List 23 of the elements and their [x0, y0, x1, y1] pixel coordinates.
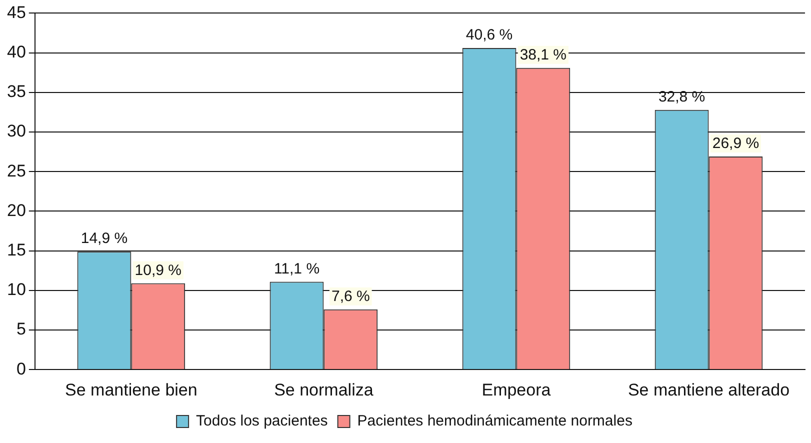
y-tick-label: 25 — [6, 161, 26, 180]
data-label: 40,6 % — [466, 26, 513, 44]
y-tick-label: 5 — [16, 320, 26, 339]
data-label: 10,9 % — [134, 262, 182, 279]
x-tick-label: Se mantiene alterado — [628, 380, 790, 400]
y-tick-label: 10 — [6, 280, 26, 300]
data-label: 11,1 % — [274, 260, 320, 278]
y-tick-label: 15 — [6, 240, 26, 260]
y-tick-label: 45 — [6, 2, 26, 22]
y-tick-label: 30 — [6, 122, 26, 141]
y-tick-label: 0 — [16, 359, 26, 378]
data-label: 7,6 % — [331, 288, 370, 306]
y-tick-label: 35 — [6, 82, 26, 102]
legend-label: Todos los pacientes — [196, 412, 328, 430]
x-tick-label: Se mantiene bien — [65, 380, 198, 400]
x-tick-label: Se normaliza — [274, 380, 374, 400]
y-tick-label: 20 — [6, 200, 26, 220]
y-tick-label: 40 — [6, 42, 26, 62]
data-label: 38,1 % — [520, 46, 567, 64]
x-tick-label: Empeora — [482, 380, 552, 400]
data-label: 26,9 % — [712, 135, 760, 152]
data-label: 14,9 % — [80, 230, 128, 248]
legend-label: Pacientes hemodinámicamente normales — [357, 412, 632, 430]
